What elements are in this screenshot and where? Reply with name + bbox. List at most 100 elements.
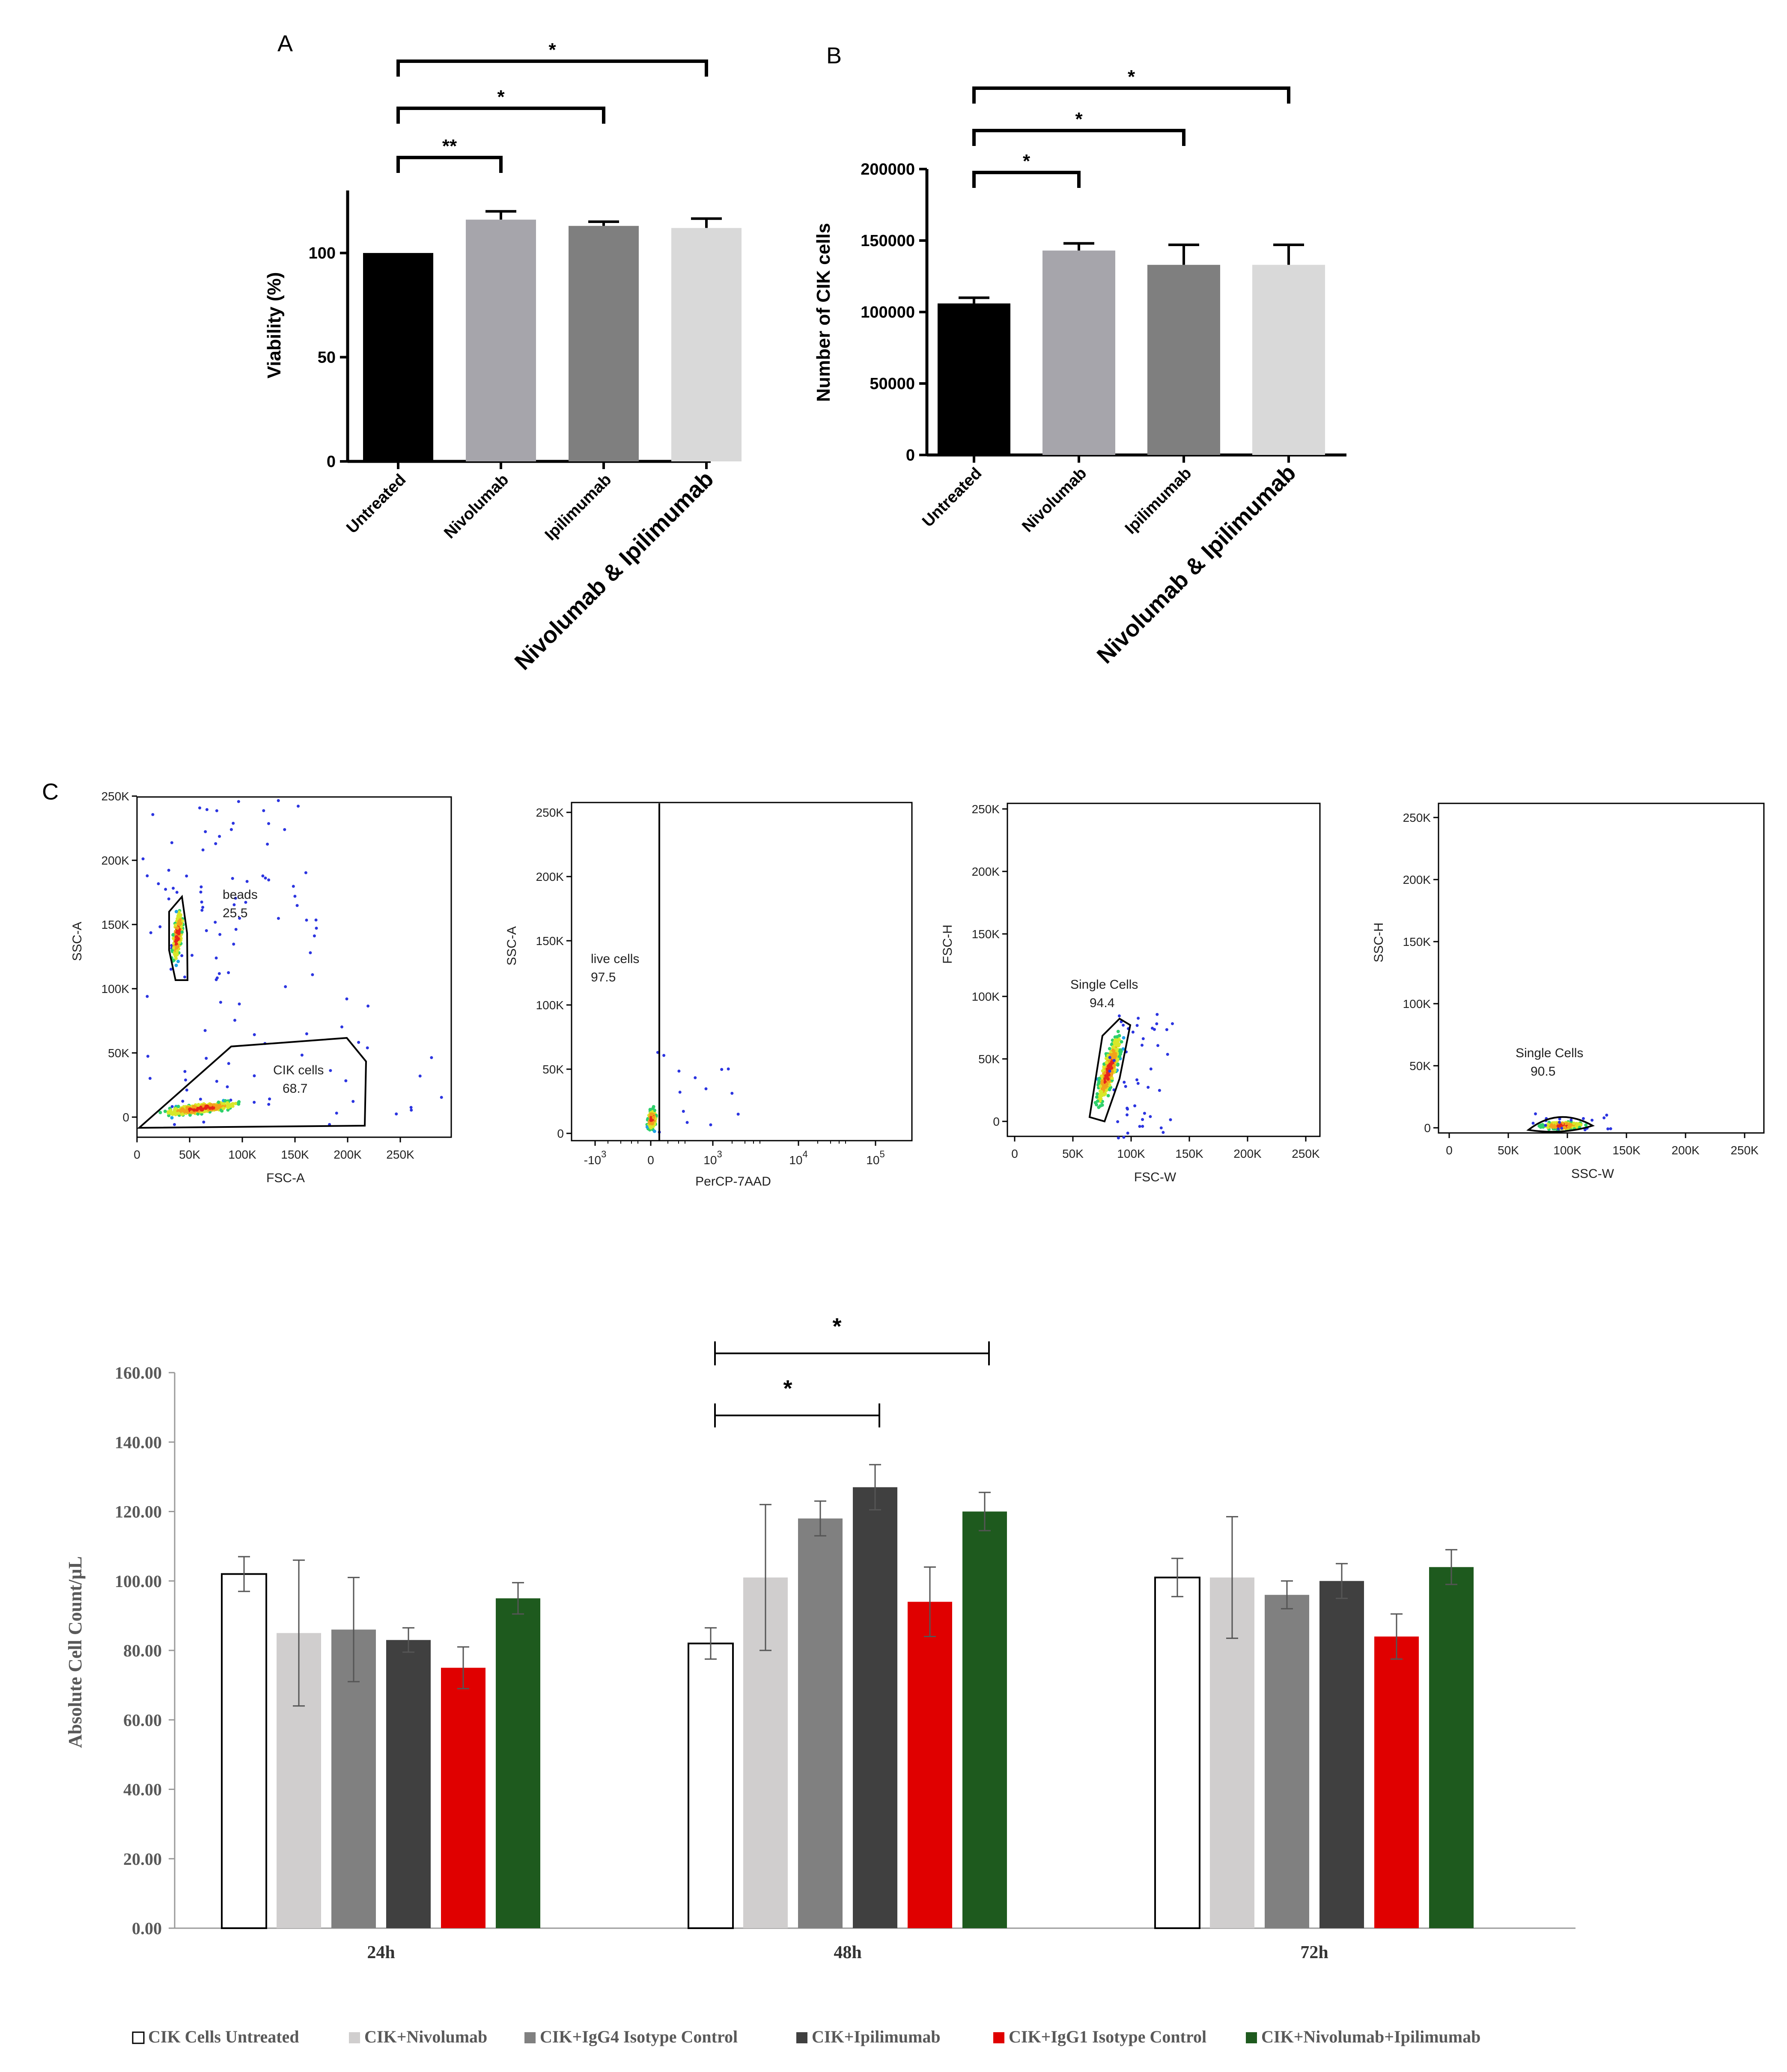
bar-cik-nivolumab-ipilimumab-24h	[496, 1598, 540, 1928]
x-tick-label: 250K	[1730, 1144, 1759, 1157]
event-dot	[203, 1029, 207, 1032]
cik-event	[208, 1103, 212, 1107]
event-dot	[215, 809, 218, 812]
event-dot	[297, 805, 300, 808]
event-dot	[1135, 1078, 1138, 1082]
single-cell-event	[1111, 1061, 1114, 1065]
single-cell-event	[1116, 1062, 1120, 1066]
event-dot	[262, 809, 265, 812]
event-dot	[1583, 1128, 1587, 1132]
event-dot	[157, 882, 160, 886]
event-dot	[704, 1087, 708, 1091]
event-dot	[357, 1040, 360, 1044]
y-axis-title: FSC-H	[941, 925, 955, 964]
event-dot	[1126, 1131, 1129, 1135]
y-tick-label: 200K	[536, 870, 564, 883]
bar-cik-igg4-isotype-control-72h	[1265, 1595, 1309, 1928]
single-cell-event	[1097, 1106, 1101, 1109]
event-dot	[1602, 1116, 1606, 1120]
single-cell-event	[1103, 1092, 1107, 1096]
x-tick-label: 250K	[386, 1148, 414, 1161]
flow-plot-1: 0 50K 100K 150K 200K 250K 0 50K 100K 150K 200K 250K…	[70, 790, 452, 1185]
y-axis-title: Number of CIK cells	[813, 223, 834, 402]
event-dot	[1147, 1085, 1150, 1089]
bar-ipilimumab	[1147, 265, 1220, 455]
event-dot	[200, 901, 203, 904]
event-dot	[311, 973, 314, 976]
event-dot	[170, 841, 173, 844]
cik-event	[181, 1112, 185, 1116]
event-dot	[309, 951, 312, 954]
event-dot	[1138, 1125, 1141, 1128]
y-axis-title: Absolute Cell Count/µL	[65, 1556, 86, 1748]
x-tick-label: 0	[134, 1148, 140, 1161]
event-dot	[234, 897, 237, 900]
cik-event	[188, 1107, 192, 1111]
x-tick-label: Ipilimumab	[1122, 464, 1195, 538]
single-cell-event	[1108, 1064, 1112, 1067]
y-tick-label: 100K	[101, 982, 130, 996]
event-dot	[204, 830, 207, 833]
single-cell-event	[1100, 1081, 1104, 1085]
x-tick-label: 150K	[1175, 1147, 1203, 1160]
y-tick-label: 0	[1424, 1121, 1431, 1135]
x-axis-title: PerCP-7AAD	[695, 1174, 771, 1189]
event-dot	[1560, 1127, 1564, 1130]
bead-event	[175, 951, 179, 955]
event-dot	[709, 1123, 712, 1127]
event-dot	[1165, 1028, 1168, 1032]
y-tick-label: 100K	[972, 990, 1000, 1003]
event-dot	[344, 1079, 348, 1082]
event-dot	[1108, 1070, 1111, 1073]
event-dot	[267, 878, 271, 882]
event-dot	[305, 1032, 308, 1035]
event-dot	[170, 1105, 174, 1108]
event-dot	[678, 1091, 682, 1094]
bar-cik-nivolumab-ipilimumab-72h	[1429, 1567, 1474, 1928]
event-dot	[685, 1121, 689, 1124]
x-tick-label: 200K	[1671, 1144, 1700, 1157]
single-cell-event	[1102, 1065, 1106, 1069]
event-dot	[181, 1100, 185, 1103]
y-tick-label: 140.00	[115, 1433, 162, 1452]
cik-event	[208, 1106, 212, 1110]
event-dot	[261, 874, 265, 877]
x-tick-label: 100K	[1553, 1144, 1581, 1157]
cik-event	[226, 1101, 229, 1105]
significance-label: *	[1075, 109, 1083, 130]
event-dot	[231, 877, 234, 880]
single-cell-event	[1114, 1052, 1117, 1055]
event-dot	[201, 906, 205, 909]
single-cell-event	[1113, 1042, 1117, 1046]
event-dot	[1149, 1067, 1153, 1070]
event-dot	[1558, 1121, 1561, 1124]
plot-frame	[1438, 803, 1765, 1134]
y-tick-label: 0	[993, 1115, 1000, 1128]
x-tick-label: 50K	[1062, 1147, 1084, 1160]
flow-plot-2: 0 50K 100K 150K 200K 250K -103 0 103 104 105 PerCP-…	[505, 802, 913, 1189]
cik-event	[216, 1106, 220, 1110]
live-event	[649, 1118, 653, 1122]
x-tick-label: 200K	[1233, 1147, 1262, 1160]
event-dot	[167, 897, 170, 901]
significance-label: *	[548, 39, 556, 60]
single-cell-event	[1113, 1039, 1117, 1043]
legend-label: CIK+Ipilimumab	[812, 2027, 941, 2046]
event-dot	[1141, 1118, 1144, 1121]
single-cell-event	[1116, 1030, 1120, 1033]
cik-event	[163, 1109, 167, 1113]
significance-bracket	[972, 129, 1185, 146]
event-dot	[1159, 1126, 1163, 1130]
event-dot	[1158, 1089, 1161, 1092]
event-dot	[283, 828, 286, 831]
legend-label: CIK+Nivolumab+Ipilimumab	[1261, 2027, 1480, 2046]
live-event	[652, 1130, 656, 1133]
x-tick-label: Nivolumab	[1019, 464, 1090, 536]
event-dot	[245, 880, 249, 883]
y-tick-label: 200K	[972, 865, 1000, 878]
bar-untreated	[938, 303, 1010, 455]
single-cell-event	[1552, 1124, 1556, 1128]
single-cell-event	[1117, 1044, 1120, 1048]
y-tick-label: 150K	[1403, 935, 1431, 948]
x-tick-label: Nivolumab & Ipilimumab	[510, 466, 719, 675]
